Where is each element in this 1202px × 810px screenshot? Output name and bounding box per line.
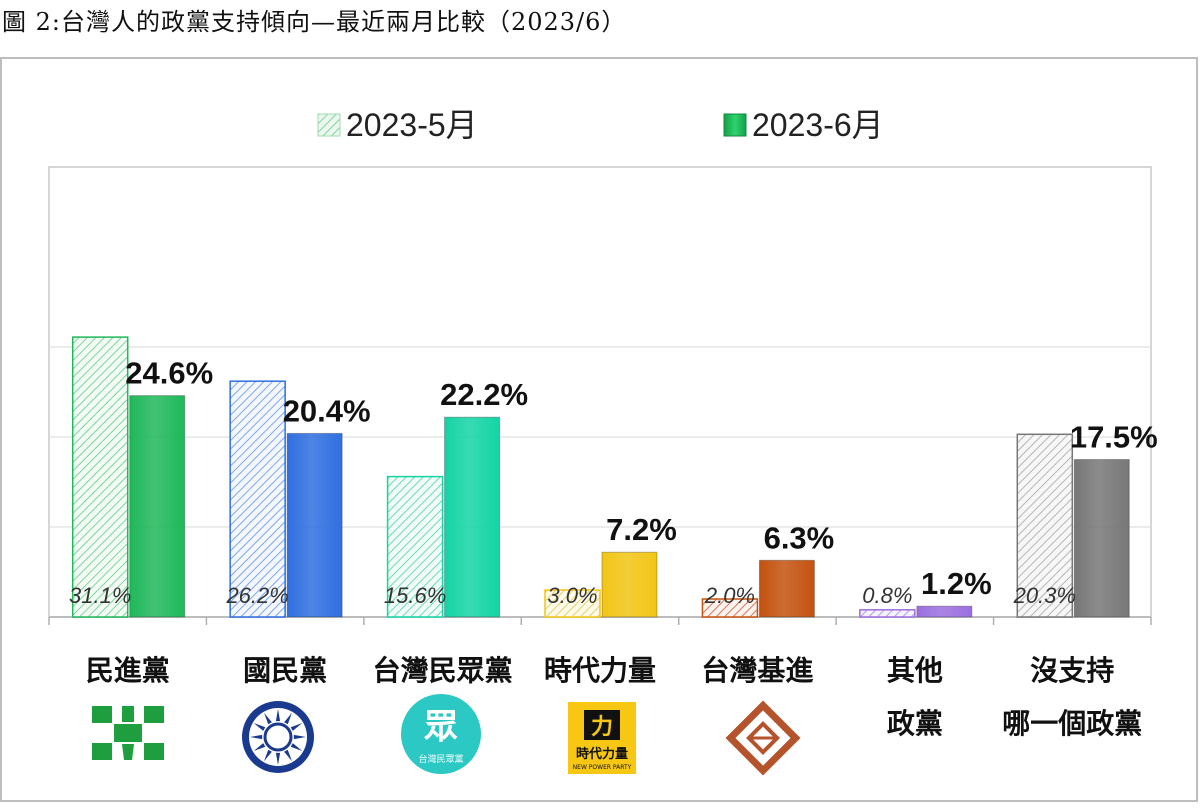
data-label-may: 31.1%	[69, 583, 131, 608]
data-label-may: 20.3%	[1013, 583, 1076, 608]
data-label-may: 0.8%	[862, 583, 912, 608]
svg-text:力: 力	[591, 715, 613, 740]
category-label: 沒支持	[1030, 654, 1114, 687]
data-label-june: 1.2%	[921, 566, 992, 601]
category-label: 政黨	[887, 707, 943, 740]
kmt-ray	[275, 709, 281, 722]
data-label-june: 24.6%	[125, 356, 213, 391]
party-logos: 眾 台灣民眾黨 力 時代力量 NEW POWER PARTY	[92, 694, 801, 776]
category-label: 時代力量	[544, 654, 656, 687]
kmt-ray	[253, 743, 266, 751]
bar-may	[229, 380, 286, 618]
tpp-logo-subtext: 台灣民眾黨	[418, 753, 463, 765]
category-label: 民進黨	[86, 654, 170, 687]
data-labels-group: 31.1% 24.6% 26.2% 20.4% 15.6% 22.2% 3.0% 7.2% 2.…	[69, 356, 1158, 608]
bar-may	[701, 598, 759, 618]
category-label: 其他	[887, 654, 943, 687]
bar-june	[286, 432, 343, 618]
data-label-may: 3.0%	[547, 583, 597, 608]
kmt-ray	[250, 734, 263, 740]
bar-may	[1016, 433, 1074, 618]
kmt-ray	[290, 723, 303, 731]
kmt-ray	[253, 723, 266, 731]
bar-june	[1073, 459, 1130, 618]
chart-frame	[0, 57, 1198, 802]
svg-text:NEW POWER PARTY: NEW POWER PARTY	[573, 764, 632, 771]
bar-june	[916, 605, 973, 618]
tpp-logo-icon: 眾 台灣民眾黨	[401, 694, 481, 774]
data-label-may: 26.2%	[225, 583, 288, 608]
chart-caption: 圖 2:台灣人的政黨支持傾向—最近兩月比較（2023/6）	[2, 8, 627, 36]
tsp-logo-icon	[725, 700, 801, 776]
data-label-june: 20.4%	[283, 393, 371, 428]
bar-june	[758, 559, 815, 618]
data-label-may: 2.0%	[704, 583, 755, 608]
dpp-logo-icon	[92, 706, 164, 760]
bar-may	[71, 336, 129, 618]
kmt-ray	[264, 712, 272, 725]
kmt-ray	[293, 734, 306, 740]
legend-swatch-june	[723, 113, 747, 137]
category-label: 哪一個政黨	[1002, 707, 1142, 740]
bar-may	[386, 475, 444, 618]
bar-may	[859, 609, 916, 618]
npp-logo-icon: 力 時代力量 NEW POWER PARTY	[568, 702, 636, 774]
data-label-june: 7.2%	[606, 512, 677, 547]
data-label-june: 6.3%	[764, 520, 835, 555]
kmt-ray	[284, 749, 292, 762]
kmt-ray	[284, 712, 292, 725]
npp-logo-text: 時代力量	[576, 746, 628, 762]
bar-may	[544, 589, 601, 618]
tpp-logo-text: 眾	[423, 707, 458, 747]
legend-swatch-may	[317, 113, 341, 137]
category-label: 台灣基進	[701, 654, 813, 687]
x-axis-ticks	[48, 617, 1152, 625]
plot-border	[48, 166, 1152, 618]
bars-group	[71, 336, 1130, 618]
legend: 2023-5月 2023-6月	[317, 107, 884, 143]
category-label: 國民黨	[243, 654, 327, 687]
plot-area: 31.1% 24.6% 26.2% 20.4% 15.6% 22.2% 3.0% 7.2% 2.…	[48, 166, 1158, 625]
category-label: 台灣民眾黨	[373, 654, 513, 687]
bar-june	[601, 551, 658, 618]
kmt-ray	[290, 743, 303, 751]
kmt-ray	[275, 752, 281, 765]
kmt-ray	[264, 749, 272, 762]
data-label-may: 15.6%	[384, 583, 446, 608]
kmt-logo-icon	[242, 701, 314, 773]
data-label-june: 17.5%	[1070, 420, 1158, 455]
data-label-june: 22.2%	[440, 377, 528, 412]
bar-june	[444, 416, 501, 618]
bar-june	[129, 395, 186, 618]
legend-label-june: 2023-6月	[752, 107, 884, 143]
legend-label-may: 2023-5月	[346, 107, 478, 143]
